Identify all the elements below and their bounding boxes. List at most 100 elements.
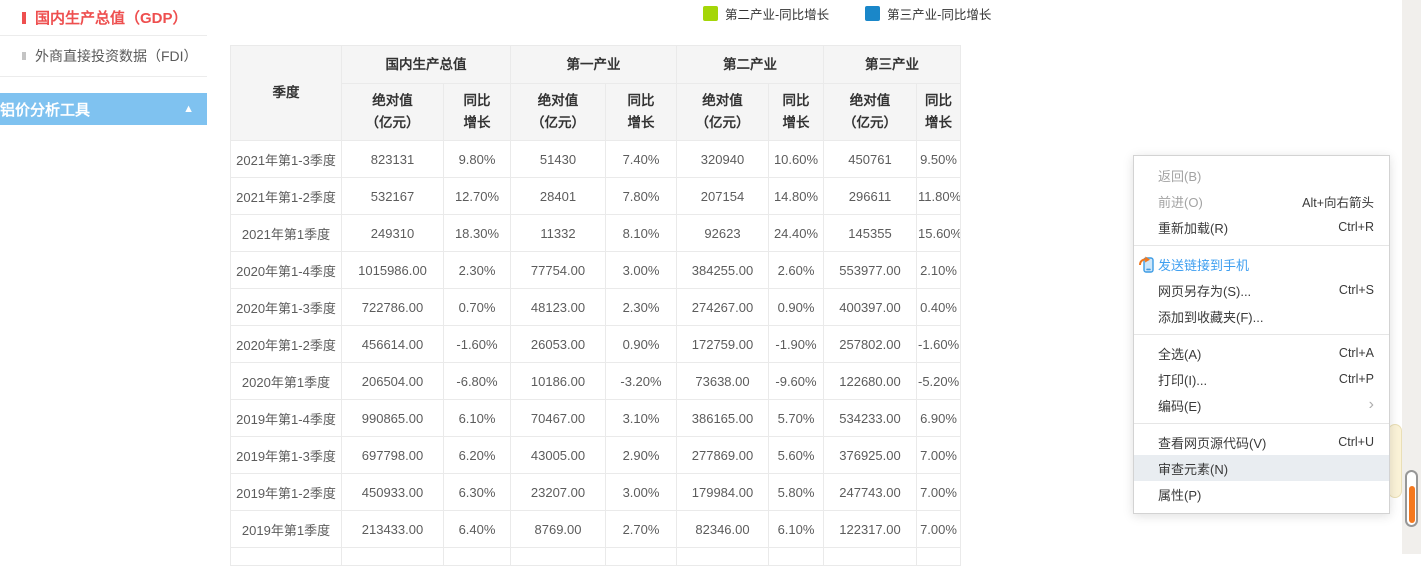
value-cell: 10186.00 xyxy=(510,362,606,400)
table-row: 2020年第1-3季度 722786.00 0.70% 48123.00 2.3… xyxy=(230,288,961,326)
value-cell: 213433.00 xyxy=(341,510,444,548)
menu-separator xyxy=(1134,334,1389,335)
sidebar-item-gdp[interactable]: 国内生产总值（GDP） xyxy=(0,0,207,36)
value-cell: 450761 xyxy=(823,140,917,178)
context-menu-item[interactable]: 添加到收藏夹(F)... xyxy=(1134,303,1389,329)
legend-label: 第二产业-同比增长 xyxy=(725,8,830,22)
scrollbar-thumb[interactable] xyxy=(1405,470,1418,527)
col-header-growth: 同比 增长 xyxy=(605,83,677,141)
value-cell: 172759.00 xyxy=(676,325,769,363)
context-menu-item[interactable]: 打印(I)... Ctrl+P xyxy=(1134,366,1389,392)
table-row: 2020年第1-4季度 1015986.00 2.30% 77754.00 3.… xyxy=(230,251,961,289)
value-cell: 2.90% xyxy=(605,436,677,474)
context-menu-item[interactable]: 前进(O) Alt+向右箭头 xyxy=(1134,188,1389,214)
gdp-table-container: 季度 国内生产总值 第一产业 第二产业 第三产业 绝对值 （亿元） 同比 增长 … xyxy=(230,45,961,566)
menu-item-label: 打印(I)... xyxy=(1158,372,1208,388)
menu-item-label: 全选(A) xyxy=(1158,346,1202,362)
sidebar-section-aluminum-tools[interactable]: 铝价分析工具 ▲ xyxy=(0,93,207,125)
scrollbar-fill xyxy=(1408,486,1415,523)
value-cell: 2.30% xyxy=(605,288,677,326)
table-row: 2021年第1季度 249310 18.30% 11332 8.10% 9262… xyxy=(230,214,961,252)
value-cell: 179984.00 xyxy=(676,473,769,511)
legend-item-tertiary-industry[interactable]: 第三产业-同比增长 xyxy=(865,4,991,23)
table-row: 2019年第1-2季度 450933.00 6.30% 23207.00 3.0… xyxy=(230,473,961,511)
col-header-growth: 同比 增长 xyxy=(768,83,824,141)
quarter-cell: 2020年第1-2季度 xyxy=(230,325,342,363)
sidebar-section-label: 铝价分析工具 xyxy=(0,101,91,119)
scrollbar-track[interactable] xyxy=(1402,0,1421,554)
value-cell: 553977.00 xyxy=(823,251,917,289)
sidebar-item-label: 国内生产总值（GDP） xyxy=(35,10,188,27)
value-cell: 70467.00 xyxy=(510,399,606,437)
menu-item-label: 网页另存为(S)... xyxy=(1158,283,1252,299)
value-cell: 400397.00 xyxy=(823,288,917,326)
value-cell: 5.80% xyxy=(768,473,824,511)
value-cell: 15.60% xyxy=(916,214,961,252)
value-cell: 77754.00 xyxy=(510,251,606,289)
menu-item-shortcut: Ctrl+R xyxy=(1338,220,1374,234)
value-cell xyxy=(443,547,511,566)
value-cell: 7.80% xyxy=(605,177,677,215)
menu-item-shortcut: Ctrl+U xyxy=(1338,435,1374,449)
col-header-absolute: 绝对值 （亿元） xyxy=(823,83,917,141)
value-cell: 51430 xyxy=(510,140,606,178)
value-cell: 6.40% xyxy=(443,510,511,548)
value-cell: -1.60% xyxy=(916,325,961,363)
value-cell: 43005.00 xyxy=(510,436,606,474)
floating-side-widget[interactable] xyxy=(1388,424,1402,498)
value-cell: 8769.00 xyxy=(510,510,606,548)
legend-item-secondary-industry[interactable]: 第二产业-同比增长 xyxy=(703,4,829,23)
send-to-phone-icon xyxy=(1138,255,1156,273)
context-menu-item[interactable]: 查看网页源代码(V) Ctrl+U xyxy=(1134,429,1389,455)
value-cell: 2.60% xyxy=(768,251,824,289)
table-row: 2020年第1-2季度 456614.00 -1.60% 26053.00 0.… xyxy=(230,325,961,363)
value-cell: 0.90% xyxy=(605,325,677,363)
value-cell: -1.90% xyxy=(768,325,824,363)
quarter-cell: 2021年第1-3季度 xyxy=(230,140,342,178)
value-cell: 28401 xyxy=(510,177,606,215)
value-cell: 10.60% xyxy=(768,140,824,178)
quarter-cell: 2020年第1季度 xyxy=(230,362,342,400)
context-menu-item[interactable]: 全选(A) Ctrl+A xyxy=(1134,340,1389,366)
context-menu-item[interactable]: 审查元素(N) xyxy=(1134,455,1389,481)
value-cell: -3.20% xyxy=(605,362,677,400)
quarter-cell: 2021年第1季度 xyxy=(230,214,342,252)
value-cell: 18.30% xyxy=(443,214,511,252)
menu-item-label: 添加到收藏夹(F)... xyxy=(1158,309,1264,325)
value-cell: 3.00% xyxy=(605,251,677,289)
menu-item-label: 发送链接到手机 xyxy=(1158,257,1250,273)
table-row: 2019年第1-4季度 990865.00 6.10% 70467.00 3.1… xyxy=(230,399,961,437)
context-menu-item[interactable]: 返回(B) xyxy=(1134,162,1389,188)
menu-item-shortcut: Ctrl+A xyxy=(1338,346,1374,360)
context-menu-item[interactable]: 网页另存为(S)... Ctrl+S xyxy=(1134,277,1389,303)
value-cell xyxy=(916,547,961,566)
context-menu-item[interactable]: 属性(P) xyxy=(1134,481,1389,507)
value-cell: 274267.00 xyxy=(676,288,769,326)
value-cell: 5.70% xyxy=(768,399,824,437)
menu-item-shortcut: › xyxy=(1368,396,1374,413)
value-cell: 0.90% xyxy=(768,288,824,326)
sidebar-item-fdi[interactable]: 外商直接投资数据（FDI） xyxy=(0,36,207,77)
value-cell: 277869.00 xyxy=(676,436,769,474)
value-cell: 6.10% xyxy=(443,399,511,437)
quarter-cell: 2021年第1-2季度 xyxy=(230,177,342,215)
menu-separator xyxy=(1134,423,1389,424)
context-menu-item[interactable]: 重新加载(R) Ctrl+R xyxy=(1134,214,1389,240)
value-cell: 450933.00 xyxy=(341,473,444,511)
table-row: 2019年第1-3季度 697798.00 6.20% 43005.00 2.9… xyxy=(230,436,961,474)
sidebar-item-label: 外商直接投资数据（FDI） xyxy=(35,48,198,64)
col-group-secondary-industry: 第二产业 xyxy=(676,45,824,84)
value-cell: 23207.00 xyxy=(510,473,606,511)
col-group-primary-industry: 第一产业 xyxy=(510,45,677,84)
context-menu-item[interactable]: 发送链接到手机 xyxy=(1134,251,1389,277)
quarter-cell: 2019年第1-2季度 xyxy=(230,473,342,511)
value-cell: 8.10% xyxy=(605,214,677,252)
table-row: 2020年第1季度 206504.00 -6.80% 10186.00 -3.2… xyxy=(230,362,961,400)
legend-swatch-icon xyxy=(865,6,881,21)
value-cell: 386165.00 xyxy=(676,399,769,437)
menu-item-label: 返回(B) xyxy=(1158,168,1202,184)
context-menu-item[interactable]: 编码(E) › xyxy=(1134,392,1389,418)
value-cell: 7.00% xyxy=(916,436,961,474)
col-header-quarter: 季度 xyxy=(230,45,342,141)
menu-item-label: 查看网页源代码(V) xyxy=(1158,435,1267,451)
